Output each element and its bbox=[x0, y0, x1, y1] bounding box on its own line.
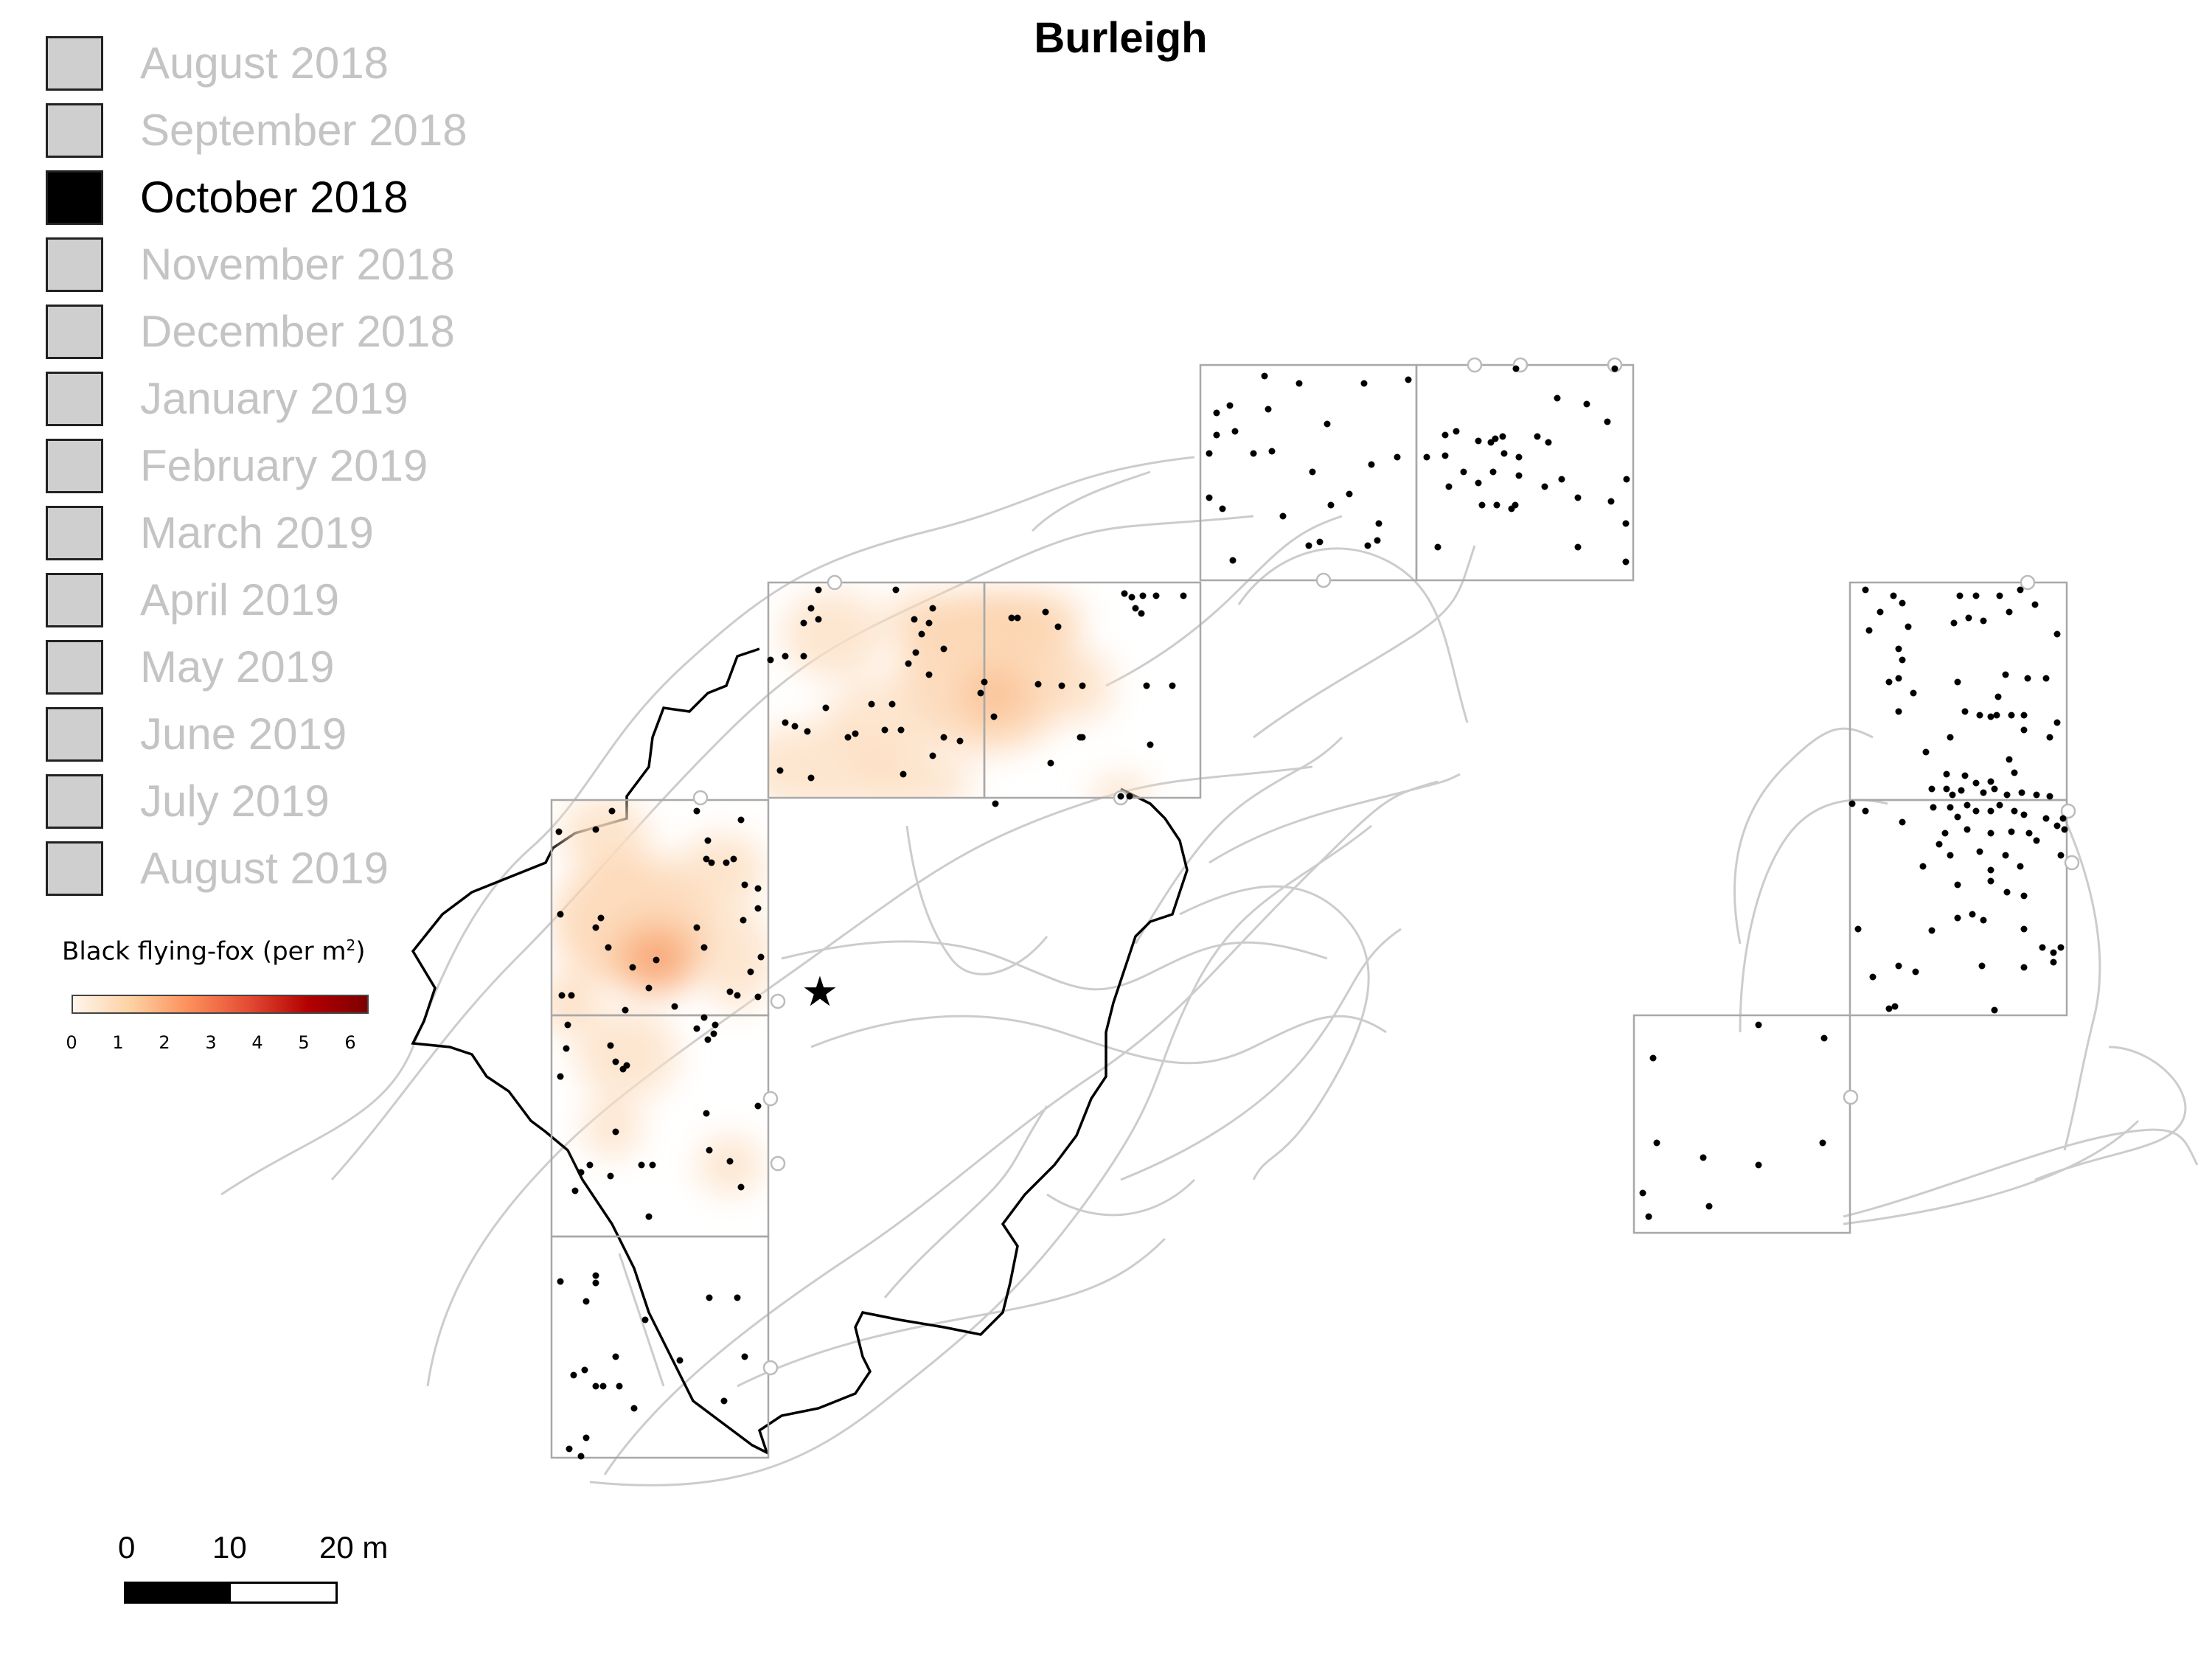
scale-label-zero: 0 bbox=[118, 1530, 136, 1565]
month-swatch[interactable] bbox=[46, 237, 103, 292]
month-swatch[interactable] bbox=[46, 773, 103, 829]
month-swatch[interactable] bbox=[46, 841, 103, 896]
month-item[interactable]: March 2019 bbox=[46, 499, 467, 566]
colorbar-tick: 2 bbox=[159, 1032, 170, 1053]
month-swatch[interactable] bbox=[46, 572, 103, 627]
month-item[interactable]: July 2019 bbox=[46, 768, 467, 835]
month-item[interactable]: January 2019 bbox=[46, 365, 467, 432]
star-icon: ★ bbox=[801, 968, 838, 1016]
month-swatch[interactable] bbox=[46, 371, 103, 426]
month-item[interactable]: August 2018 bbox=[46, 29, 467, 97]
colorbar-tick: 0 bbox=[66, 1032, 77, 1053]
colorbar-ticks: 0 1 2 3 4 5 6 bbox=[66, 1032, 369, 1054]
legend-title: Black flying-fox (per m2) bbox=[62, 936, 366, 966]
colorbar-tick: 3 bbox=[205, 1032, 217, 1053]
month-item[interactable]: August 2019 bbox=[46, 835, 467, 902]
month-item[interactable]: December 2018 bbox=[46, 298, 467, 365]
legend-title-text: Black flying-fox (per m bbox=[62, 936, 347, 967]
legend-title-close: ) bbox=[355, 936, 366, 967]
observation-points bbox=[555, 365, 2068, 1460]
survey-stations bbox=[692, 357, 2080, 1376]
legend-title-superscript: 2 bbox=[346, 936, 356, 954]
month-label: April 2019 bbox=[140, 575, 340, 625]
scale-bar-labels: 0 10 20 m bbox=[118, 1530, 419, 1567]
month-item[interactable]: September 2018 bbox=[46, 97, 467, 164]
colorbar-tick: 1 bbox=[112, 1032, 124, 1053]
month-label: August 2018 bbox=[140, 38, 389, 88]
month-item[interactable]: February 2019 bbox=[46, 432, 467, 499]
roost-boundary bbox=[411, 647, 1189, 1455]
month-swatch[interactable] bbox=[46, 304, 103, 359]
density-colorbar bbox=[72, 995, 369, 1014]
month-label: March 2019 bbox=[140, 508, 374, 557]
month-label: September 2018 bbox=[140, 105, 467, 155]
month-label: May 2019 bbox=[140, 642, 335, 692]
month-item[interactable]: April 2019 bbox=[46, 566, 467, 633]
scale-bar-segment bbox=[231, 1584, 335, 1601]
month-selector: August 2018 September 2018 October 2018 … bbox=[46, 29, 467, 902]
month-swatch[interactable] bbox=[46, 438, 103, 493]
month-item[interactable]: June 2019 bbox=[46, 700, 467, 768]
scale-bar bbox=[124, 1582, 338, 1604]
month-item[interactable]: May 2019 bbox=[46, 633, 467, 700]
scale-label-twenty: 20 m bbox=[319, 1530, 389, 1565]
month-swatch[interactable] bbox=[46, 170, 103, 225]
map-title: Burleigh bbox=[1034, 14, 1208, 62]
scale-label-ten: 10 bbox=[212, 1530, 247, 1565]
month-swatch[interactable] bbox=[46, 706, 103, 762]
month-label: October 2018 bbox=[140, 173, 408, 222]
month-label: July 2019 bbox=[140, 776, 330, 826]
month-swatch[interactable] bbox=[46, 505, 103, 560]
month-label: August 2019 bbox=[140, 844, 389, 893]
month-swatch[interactable] bbox=[46, 35, 103, 91]
colorbar-tick: 6 bbox=[344, 1032, 356, 1053]
colorbar-tick: 5 bbox=[298, 1032, 310, 1053]
month-label: February 2019 bbox=[140, 441, 428, 490]
scale-bar-segment bbox=[126, 1584, 231, 1601]
month-label: November 2018 bbox=[140, 240, 455, 289]
density-heatmap bbox=[552, 590, 1150, 1194]
month-swatch[interactable] bbox=[46, 639, 103, 695]
colorbar-tick: 4 bbox=[251, 1032, 263, 1053]
month-swatch[interactable] bbox=[46, 102, 103, 158]
month-label: June 2019 bbox=[140, 709, 347, 759]
month-label: January 2019 bbox=[140, 374, 408, 423]
movement-tracks bbox=[220, 456, 2199, 1486]
month-item[interactable]: November 2018 bbox=[46, 231, 467, 298]
month-label: December 2018 bbox=[140, 307, 455, 356]
month-item[interactable]: October 2018 bbox=[46, 164, 467, 231]
